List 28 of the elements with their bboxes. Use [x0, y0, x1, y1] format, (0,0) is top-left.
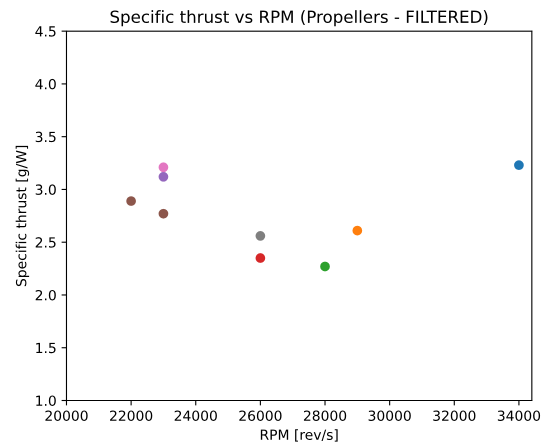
y-tick-label: 4.0	[35, 78, 56, 90]
point	[256, 231, 266, 241]
x-tick-label: 22000	[110, 410, 152, 421]
x-axis-title: RPM [rev/s]	[260, 429, 338, 442]
x-tick-label: 30000	[368, 410, 411, 421]
y-tick-label: 2.0	[36, 290, 56, 300]
y-tick-label: 2.5	[36, 237, 56, 248]
x-tick-label: 26000	[239, 410, 282, 421]
point	[320, 262, 330, 272]
x-tick-label: 20000	[45, 410, 88, 421]
point	[514, 160, 524, 170]
point	[126, 196, 136, 206]
y-axis-title: Specific thrust [g/W]	[16, 146, 30, 286]
point	[158, 172, 168, 182]
y-tick-label: 1.0	[36, 395, 56, 406]
y-tick-label: 1.5	[36, 342, 56, 354]
y-tick-label: 4.5	[35, 26, 56, 37]
y-tick-label: 3.5	[36, 132, 56, 142]
x-tick-label: 28000	[304, 410, 346, 421]
point	[352, 226, 362, 236]
x-tick-label: 24000	[174, 410, 217, 421]
chart-title: Specific thrust vs RPM (Propellers - FILTERED)	[110, 10, 488, 26]
point	[158, 208, 168, 219]
point	[158, 162, 168, 172]
y-tick-label: 3.0	[36, 184, 56, 195]
point	[256, 253, 266, 263]
x-tick-label: 34000	[498, 410, 540, 421]
x-tick-label: 32000	[433, 410, 476, 421]
